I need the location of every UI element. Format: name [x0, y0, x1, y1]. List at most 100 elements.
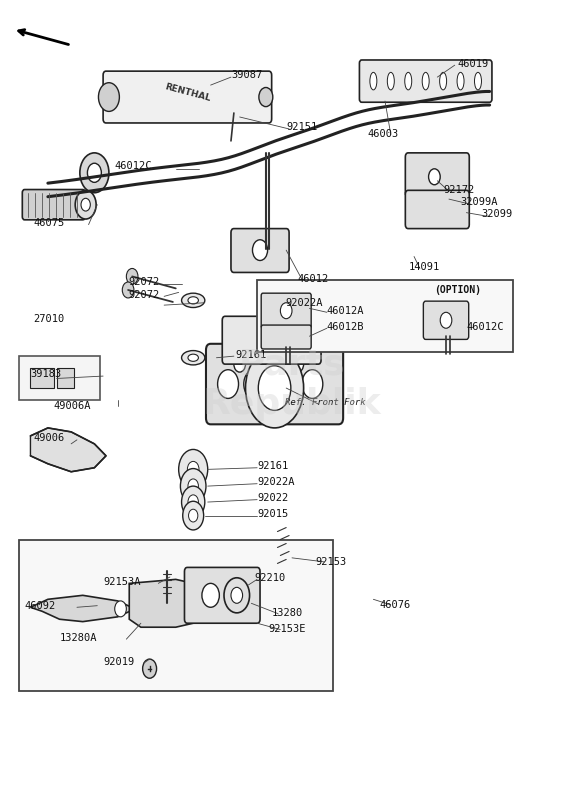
FancyBboxPatch shape	[206, 344, 343, 424]
Circle shape	[81, 198, 91, 211]
Text: 92172: 92172	[443, 185, 474, 194]
Polygon shape	[30, 595, 135, 622]
Circle shape	[142, 659, 157, 678]
Text: 13280A: 13280A	[60, 633, 97, 642]
Text: 92072: 92072	[128, 277, 159, 287]
Text: 46019: 46019	[458, 58, 489, 69]
Bar	[19, 356, 100, 400]
Circle shape	[187, 462, 199, 478]
Circle shape	[114, 601, 126, 617]
FancyBboxPatch shape	[103, 71, 272, 123]
Text: 32099: 32099	[481, 210, 512, 219]
Text: 92015: 92015	[257, 509, 288, 519]
Text: 14091: 14091	[408, 262, 440, 272]
Ellipse shape	[405, 72, 412, 90]
Polygon shape	[30, 428, 106, 472]
FancyBboxPatch shape	[223, 316, 321, 364]
Text: 92161: 92161	[235, 350, 266, 359]
Circle shape	[183, 502, 204, 530]
Text: 13280: 13280	[272, 608, 303, 618]
Circle shape	[245, 348, 304, 428]
Bar	[257, 281, 513, 352]
Circle shape	[252, 240, 267, 261]
Circle shape	[88, 163, 102, 182]
Circle shape	[258, 366, 291, 410]
Circle shape	[126, 269, 138, 285]
Bar	[30, 368, 54, 388]
Text: 27010: 27010	[33, 314, 65, 324]
Circle shape	[273, 370, 294, 398]
FancyBboxPatch shape	[359, 60, 492, 102]
Ellipse shape	[440, 72, 447, 90]
Text: 92153: 92153	[315, 557, 346, 567]
Text: 39183: 39183	[30, 369, 62, 378]
Ellipse shape	[457, 72, 464, 90]
Text: (OPTION): (OPTION)	[434, 285, 481, 295]
Text: 49006: 49006	[33, 434, 65, 443]
Circle shape	[265, 322, 279, 342]
Circle shape	[302, 370, 323, 398]
FancyBboxPatch shape	[405, 153, 470, 197]
Circle shape	[99, 82, 119, 111]
Text: 92022: 92022	[257, 493, 288, 503]
Ellipse shape	[387, 72, 394, 90]
Circle shape	[234, 356, 245, 372]
Circle shape	[180, 469, 206, 504]
Text: 92151: 92151	[286, 122, 318, 132]
Text: 46092: 46092	[25, 601, 56, 610]
Text: 46012C: 46012C	[114, 162, 152, 171]
Ellipse shape	[182, 293, 205, 307]
Text: 92022A: 92022A	[257, 477, 294, 487]
Ellipse shape	[422, 72, 429, 90]
Circle shape	[292, 356, 304, 372]
Circle shape	[179, 450, 208, 490]
Text: RENTHAL: RENTHAL	[164, 82, 211, 103]
Ellipse shape	[182, 350, 205, 365]
Ellipse shape	[370, 72, 377, 90]
Text: 92161: 92161	[257, 461, 288, 471]
Text: 46012C: 46012C	[467, 322, 504, 332]
Text: 92022A: 92022A	[285, 298, 322, 308]
Circle shape	[189, 510, 198, 522]
Circle shape	[244, 370, 265, 398]
Text: Ref. Front Fork: Ref. Front Fork	[285, 398, 366, 407]
Text: 92153E: 92153E	[269, 624, 306, 634]
FancyBboxPatch shape	[405, 190, 470, 229]
Text: 46012B: 46012B	[327, 322, 364, 332]
Circle shape	[122, 282, 134, 298]
FancyBboxPatch shape	[423, 301, 469, 339]
Text: 46076: 46076	[379, 600, 411, 610]
Text: 92072: 92072	[128, 290, 159, 300]
Text: 46075: 46075	[33, 218, 65, 228]
Circle shape	[429, 169, 440, 185]
Text: 46012: 46012	[298, 274, 329, 284]
Circle shape	[231, 587, 242, 603]
FancyBboxPatch shape	[261, 293, 311, 328]
Text: 92153A: 92153A	[103, 577, 141, 586]
Text: 46012A: 46012A	[327, 306, 364, 316]
Circle shape	[182, 486, 205, 518]
Circle shape	[188, 495, 199, 510]
Text: 39087: 39087	[231, 70, 262, 80]
Text: Parts
Republik: Parts Republik	[203, 347, 381, 421]
Bar	[57, 368, 74, 388]
Text: 92210: 92210	[254, 573, 286, 582]
Circle shape	[218, 370, 238, 398]
Ellipse shape	[188, 297, 199, 304]
Bar	[19, 539, 333, 691]
FancyBboxPatch shape	[261, 325, 311, 349]
Text: 92019: 92019	[103, 658, 134, 667]
Circle shape	[202, 583, 220, 607]
Circle shape	[75, 190, 96, 219]
Text: 32099A: 32099A	[461, 198, 498, 207]
Text: 49006A: 49006A	[54, 401, 91, 410]
FancyBboxPatch shape	[22, 190, 85, 220]
Circle shape	[224, 578, 249, 613]
FancyBboxPatch shape	[185, 567, 260, 623]
Circle shape	[259, 87, 273, 106]
Circle shape	[80, 153, 109, 193]
Circle shape	[188, 479, 199, 494]
Ellipse shape	[188, 354, 199, 362]
Ellipse shape	[475, 72, 481, 90]
Circle shape	[280, 302, 292, 318]
